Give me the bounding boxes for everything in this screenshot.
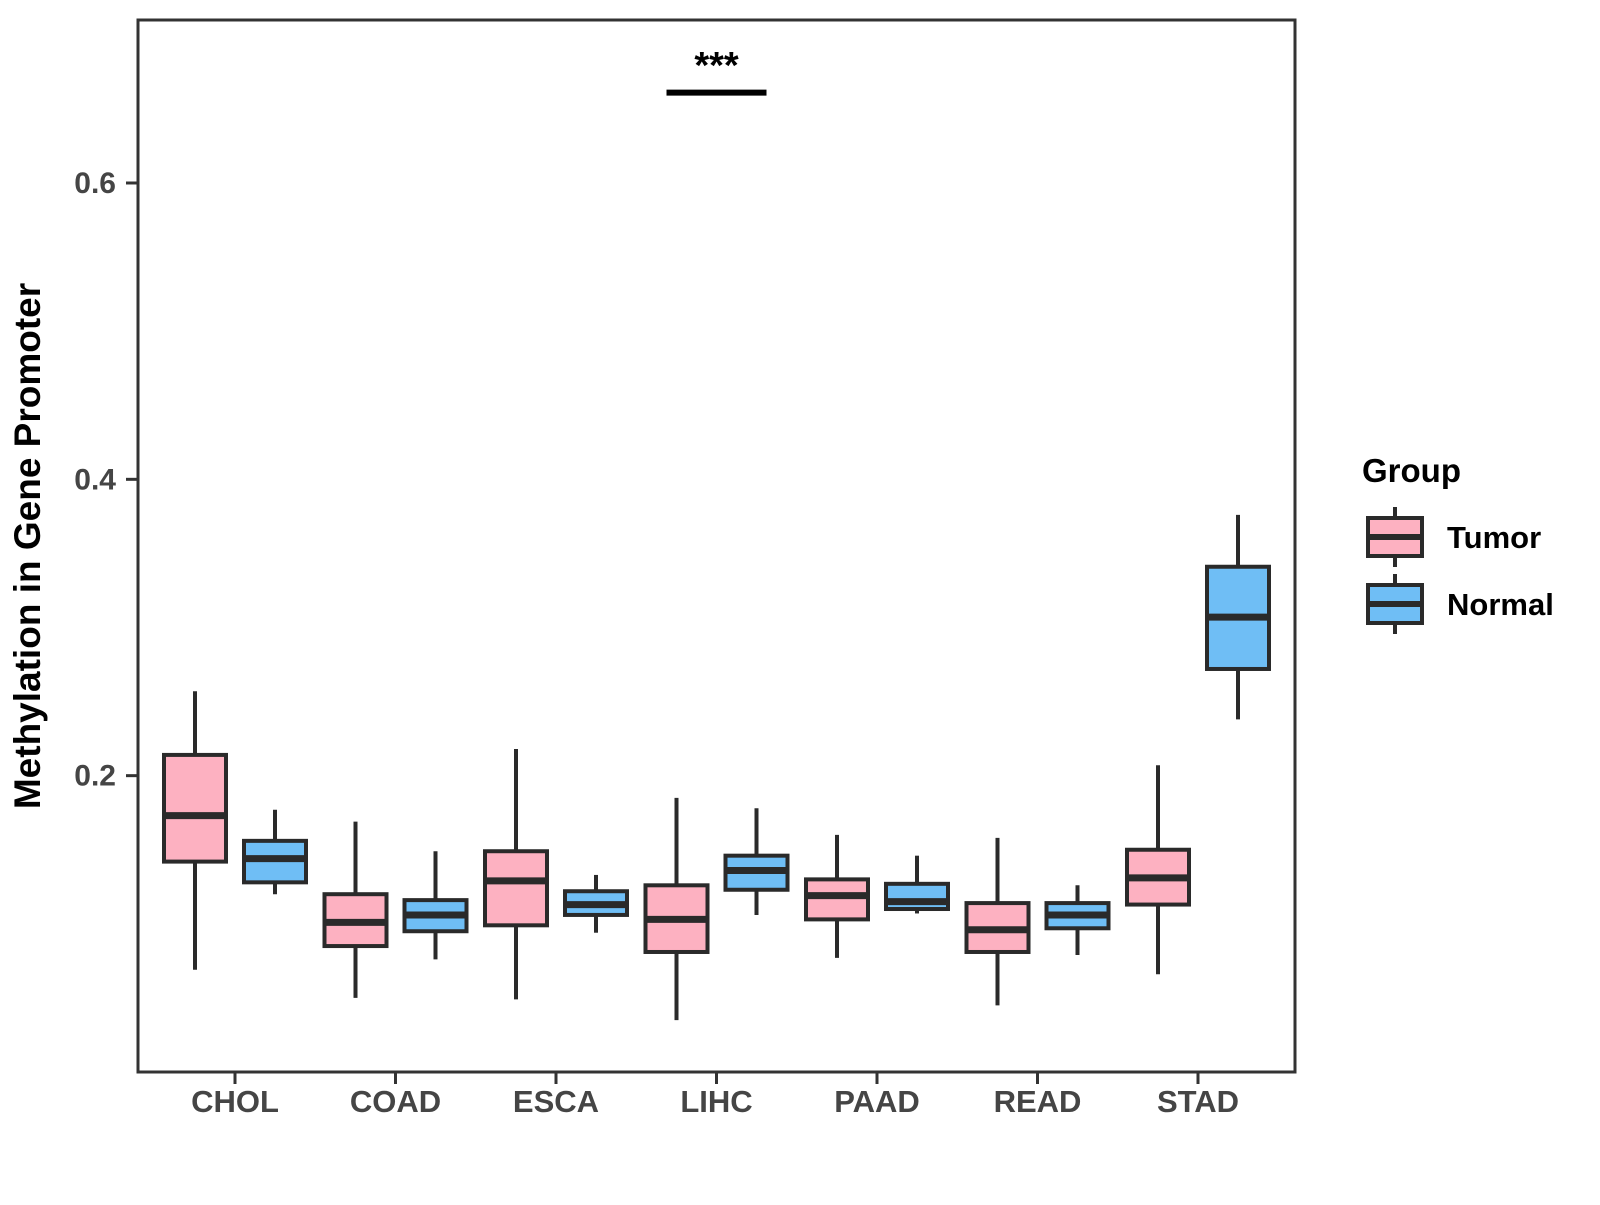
boxplot-normal-paad — [884, 855, 950, 914]
legend-title: Group — [1362, 452, 1461, 489]
y-axis-title: Methylation in Gene Promoter — [7, 283, 48, 809]
legend-entry-tumor: Tumor — [1366, 507, 1541, 567]
x-tick-label-coad: COAD — [350, 1084, 441, 1119]
y-tick-label: 0.2 — [74, 760, 116, 793]
legend: Group Tumor Normal — [1362, 452, 1554, 634]
y-axis: 0.2 0.4 0.6 — [74, 167, 138, 793]
legend-entry-normal: Normal — [1366, 574, 1554, 634]
boxplot-series — [162, 514, 1271, 1021]
boxplot-normal-coad — [402, 851, 469, 960]
boxplot-tumor-stad — [1125, 765, 1191, 975]
legend-label: Normal — [1447, 587, 1554, 622]
iqr-box — [884, 881, 950, 912]
iqr-box — [804, 877, 870, 922]
legend-label: Tumor — [1447, 520, 1541, 555]
boxplot-normal-esca — [563, 874, 629, 933]
boxplot-tumor-coad — [322, 821, 389, 998]
x-tick-label-read: READ — [994, 1084, 1082, 1119]
significance-annotation: *** — [666, 45, 767, 96]
x-axis: CHOL COAD ESCA LIHC PAAD READ STAD — [191, 1072, 1239, 1119]
boxplot-tumor-read — [964, 837, 1031, 1006]
x-tick-label-stad: STAD — [1157, 1084, 1239, 1119]
x-tick-label-paad: PAAD — [834, 1084, 920, 1119]
boxplot-tumor-paad — [804, 834, 870, 958]
boxplot-tumor-lihc — [643, 797, 710, 1021]
y-tick-label: 0.4 — [74, 463, 116, 496]
boxplot-normal-lihc — [723, 808, 790, 915]
boxplot-normal-chol — [242, 809, 308, 895]
boxplot-normal-stad — [1205, 514, 1271, 720]
x-tick-label-lihc: LIHC — [680, 1084, 752, 1119]
x-tick-label-chol: CHOL — [191, 1084, 279, 1119]
iqr-box — [162, 752, 228, 864]
x-tick-label-esca: ESCA — [513, 1084, 599, 1119]
iqr-box — [483, 849, 549, 928]
y-tick-label: 0.6 — [74, 167, 116, 200]
boxplot-tumor-chol — [162, 691, 228, 970]
boxplot-normal-read — [1044, 885, 1111, 955]
boxplot-tumor-esca — [483, 748, 549, 1000]
plot-panel-border — [136, 18, 1297, 1074]
significance-stars: *** — [694, 45, 739, 87]
